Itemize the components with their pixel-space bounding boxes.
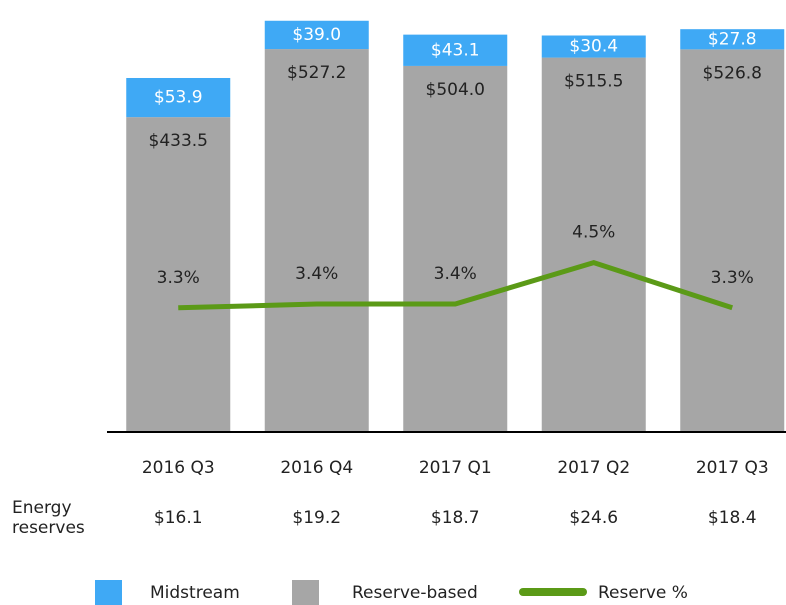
bar-segment [264,49,369,433]
bar-segment [403,34,508,66]
legend-label: Reserve-based [352,583,478,603]
row-value: $24.6 [569,508,618,528]
row-label: Energy reserves [12,498,85,538]
line-label: 3.3% [157,268,200,288]
legend-swatch [95,580,122,605]
value-label: $27.8 [708,29,757,49]
line-label: 4.5% [572,223,615,243]
legend-label: Reserve % [598,583,688,603]
value-label: $39.0 [292,25,341,45]
bar-segment [541,35,646,58]
x-tick-label: 2017 Q1 [419,458,492,478]
legend-swatch [292,580,319,605]
row-value: $18.7 [431,508,480,528]
value-label: $504.0 [426,80,485,100]
line-label: 3.3% [711,268,754,288]
bar-segment [541,57,646,433]
x-tick-label: 2017 Q3 [696,458,769,478]
bar-segment [680,29,785,50]
bar-segment [126,117,231,433]
bar-segment [680,49,785,433]
line-label: 3.4% [434,264,477,284]
value-label: $43.1 [431,40,480,60]
bar-segment [126,77,231,118]
row-value: $16.1 [154,508,203,528]
x-tick-label: 2017 Q2 [557,458,630,478]
row-value: $19.2 [292,508,341,528]
value-label: $53.9 [154,88,203,108]
value-label: $515.5 [564,72,623,92]
line-label: 3.4% [295,264,338,284]
value-label: $526.8 [703,63,762,83]
x-tick-label: 2016 Q3 [142,458,215,478]
value-label: $433.5 [149,131,208,151]
legend-label: Midstream [150,583,240,603]
bar-segment [403,65,508,433]
line-series [178,260,734,311]
x-tick-label: 2016 Q4 [280,458,353,478]
bar-segment [264,20,369,50]
value-label: $527.2 [287,63,346,83]
value-label: $30.4 [569,37,618,57]
row-value: $18.4 [708,508,757,528]
